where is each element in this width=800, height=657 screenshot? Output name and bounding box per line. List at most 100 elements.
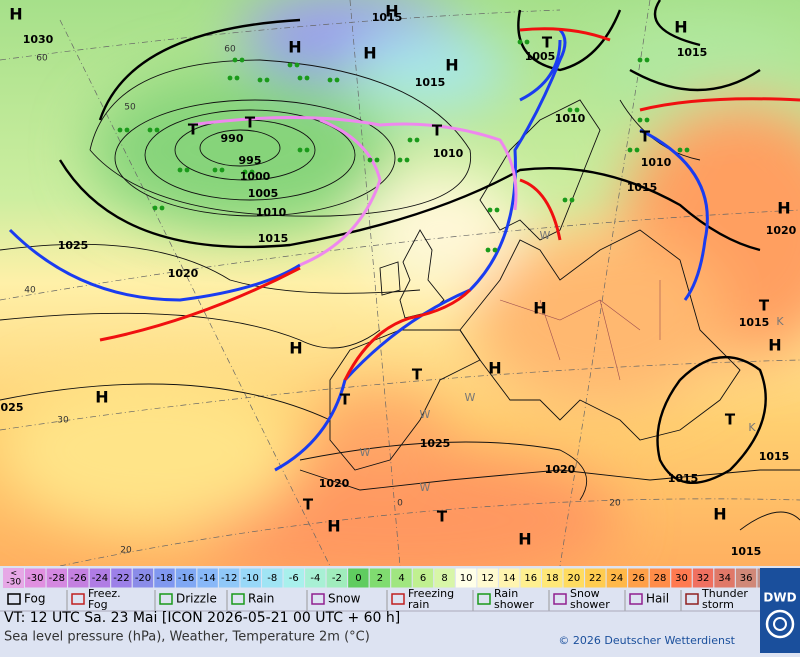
- warm-front: [99, 266, 301, 342]
- scale-label: 32: [697, 573, 710, 584]
- scale-label: -24: [92, 573, 108, 584]
- scale-label: 28: [654, 573, 667, 584]
- high-pressure: H: [288, 38, 301, 57]
- high-pressure: H: [488, 359, 501, 378]
- legend-label: Snow: [328, 592, 361, 606]
- legend-label: shower: [570, 598, 610, 611]
- isobar-label: 1010: [256, 206, 287, 219]
- scale-label: -22: [113, 573, 129, 584]
- weather-letter: W: [540, 229, 551, 242]
- legend-label: Rain: [494, 587, 518, 600]
- scale-label: 36: [740, 573, 753, 584]
- legend-icon: [629, 593, 643, 605]
- rain-symbol: [517, 39, 523, 45]
- rain-symbol: [487, 207, 493, 213]
- high-pressure: H: [518, 530, 531, 549]
- rain-symbol: [287, 62, 293, 68]
- rain-symbol: [124, 127, 130, 133]
- rain-symbol: [677, 147, 683, 153]
- isobar-label: 1015: [668, 472, 699, 485]
- scandinavia: [479, 99, 601, 241]
- rain-symbol: [397, 157, 403, 163]
- scale-label: -20: [135, 573, 151, 584]
- scale-label: -28: [49, 573, 65, 584]
- scale-label: -4: [310, 573, 320, 584]
- rain-symbol: [234, 75, 240, 81]
- high-pressure: H: [95, 388, 108, 407]
- scale-label: 8: [441, 573, 447, 584]
- isobar-label: 1020: [168, 267, 199, 280]
- rain-symbol: [117, 127, 123, 133]
- isobar-label: 1010: [555, 112, 586, 125]
- isobar-label: 1020: [766, 224, 797, 237]
- scale-label: 26: [632, 573, 645, 584]
- rain-symbol: [367, 157, 373, 163]
- rain-symbol: [634, 147, 640, 153]
- legend-label: Rain: [248, 592, 274, 606]
- rain-symbol: [684, 147, 690, 153]
- isobar-label: 1005: [248, 187, 279, 200]
- isobar-label: 025: [1, 401, 24, 414]
- weather-letter: K: [776, 315, 784, 328]
- grid-label: 30: [57, 416, 69, 426]
- scale-label: -12: [221, 573, 237, 584]
- rain-symbol: [184, 167, 190, 173]
- scale-label: 2: [377, 573, 383, 584]
- rain-symbol: [414, 137, 420, 143]
- scale-label: 14: [503, 573, 516, 584]
- rain-symbol: [297, 147, 303, 153]
- isobar-label: 1030: [23, 33, 54, 46]
- rain-symbol: [374, 157, 380, 163]
- rain-symbol: [637, 57, 643, 63]
- weather-letter: K: [748, 421, 756, 434]
- isobar-label: 1010: [641, 156, 672, 169]
- scale-label: -30: [6, 578, 21, 588]
- occluded-front: [189, 116, 518, 267]
- rain-symbol: [257, 77, 263, 83]
- scale-label: 22: [589, 573, 602, 584]
- grid-label: 20: [609, 499, 621, 509]
- legend-icon: [391, 593, 405, 605]
- rain-symbol: [264, 77, 270, 83]
- high-pressure: H: [445, 56, 458, 75]
- legend-label: storm: [702, 598, 734, 611]
- scale-label: 30: [675, 573, 688, 584]
- rain-symbol: [177, 167, 183, 173]
- high-pressure: H: [768, 336, 781, 355]
- grid-label: 20: [120, 546, 132, 556]
- isobar-label: 1015: [372, 11, 403, 24]
- grid-label: 60: [224, 45, 236, 55]
- rain-symbol: [219, 167, 225, 173]
- rain-symbol: [569, 197, 575, 203]
- isobar-label: 1015: [415, 76, 446, 89]
- legend-label: Hail: [646, 592, 669, 606]
- rain-symbol: [562, 197, 568, 203]
- isobar-label: 1025: [58, 239, 89, 252]
- low-pressure: T: [725, 411, 736, 429]
- legend-label: Thunder: [701, 587, 748, 600]
- isobar-label: 1025: [420, 437, 451, 450]
- legend-icon: [7, 593, 21, 605]
- scale-label: 34: [718, 573, 731, 584]
- low-pressure: T: [432, 122, 443, 140]
- rain-symbol: [327, 77, 333, 83]
- warm-front: [343, 288, 472, 381]
- isobar-label: 1010: [433, 147, 464, 160]
- low-pressure: T: [759, 297, 770, 315]
- scale-cell: [3, 568, 25, 588]
- rain-symbol: [232, 57, 238, 63]
- legend-label: Drizzle: [176, 592, 217, 606]
- scale-label: -8: [267, 573, 277, 584]
- rain-symbol: [492, 247, 498, 253]
- rain-symbol: [227, 75, 233, 81]
- high-pressure: H: [327, 517, 340, 536]
- rain-symbol: [297, 75, 303, 81]
- low-pressure: T: [542, 34, 553, 52]
- scale-label: 12: [481, 573, 494, 584]
- grid-label: 40: [24, 286, 36, 296]
- rain-symbol: [574, 107, 580, 113]
- rain-symbol: [644, 57, 650, 63]
- high-pressure: H: [713, 505, 726, 524]
- legend-label: Snow: [570, 587, 600, 600]
